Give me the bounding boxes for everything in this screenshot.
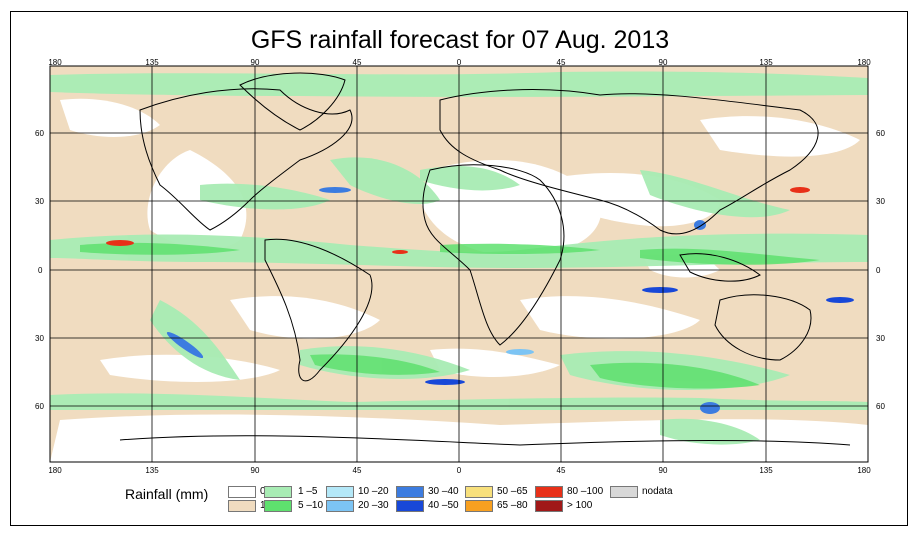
left-tick-label: 30: [35, 197, 44, 206]
legend-label-1: 1: [260, 500, 266, 511]
top-tick-label: 0: [456, 58, 462, 67]
left-tick-label: 30: [35, 334, 44, 343]
right-tick-label: 60: [876, 402, 885, 411]
coastlines: [119, 72, 851, 446]
legend-swatch-10: [535, 486, 563, 498]
bottom-tick-label: 45: [556, 466, 566, 475]
legend-swatch-9: [465, 500, 493, 512]
legend-swatch-7: [396, 500, 424, 512]
legend-label-7: 40 –50: [428, 500, 459, 511]
right-tick-label: 60: [876, 129, 885, 138]
map-title: GFS rainfall forecast for 07 Aug. 2013: [250, 26, 670, 54]
legend-swatch-0: [228, 486, 256, 498]
top-tick-label: 90: [250, 58, 260, 67]
legend-label-8: 50 –65: [497, 486, 528, 497]
top-tick-label: 135: [145, 58, 159, 67]
top-tick-label: 135: [759, 58, 773, 67]
bottom-tick-label: 45: [352, 466, 362, 475]
bottom-tick-label: 180: [857, 466, 871, 475]
top-tick-label: 90: [658, 58, 668, 67]
left-tick-label: 60: [35, 402, 44, 411]
graticule: [50, 66, 868, 462]
legend-label-10: 80 –100: [567, 486, 604, 497]
top-tick-label: 45: [352, 58, 362, 67]
legend-swatch-3: [264, 500, 292, 512]
map-border: [49, 65, 869, 463]
legend-label-11: > 100: [567, 500, 593, 511]
top-tick-label: 180: [48, 58, 62, 67]
top-tick-label: 45: [556, 58, 566, 67]
bottom-tick-label: 90: [658, 466, 668, 475]
legend-title: Rainfall (mm): [125, 486, 209, 502]
legend-label-2: 1 –5: [298, 486, 318, 497]
bottom-tick-label: 135: [145, 466, 159, 475]
right-tick-label: 0: [876, 266, 881, 275]
top-tick-label: 180: [857, 58, 871, 67]
legend-swatch-8: [465, 486, 493, 498]
left-tick-label: 0: [38, 266, 43, 275]
legend-swatch-6: [396, 486, 424, 498]
legend-swatch-2: [264, 486, 292, 498]
legend-swatch-12: [610, 486, 638, 498]
legend-label-3: 5 –10: [298, 500, 324, 511]
right-tick-label: 30: [876, 197, 885, 206]
legend-label-0: 0: [260, 486, 266, 497]
bottom-tick-label: 0: [456, 466, 462, 475]
legend-label-5: 20 –30: [358, 500, 389, 511]
legend-label-6: 30 –40: [428, 486, 459, 497]
legend-label-12: nodata: [642, 486, 673, 497]
legend-label-4: 10 –20: [358, 486, 389, 497]
legend-label-9: 65 –80: [497, 500, 528, 511]
right-tick-label: 30: [876, 334, 885, 343]
bottom-tick-label: 135: [759, 466, 773, 475]
figure-frame: [10, 11, 908, 526]
bottom-tick-label: 90: [250, 466, 260, 475]
legend-swatch-1: [228, 500, 256, 512]
legend-swatch-11: [535, 500, 563, 512]
left-tick-label: 60: [35, 129, 44, 138]
legend-swatch-5: [326, 500, 354, 512]
legend-swatch-4: [326, 486, 354, 498]
bottom-tick-label: 180: [48, 466, 62, 475]
